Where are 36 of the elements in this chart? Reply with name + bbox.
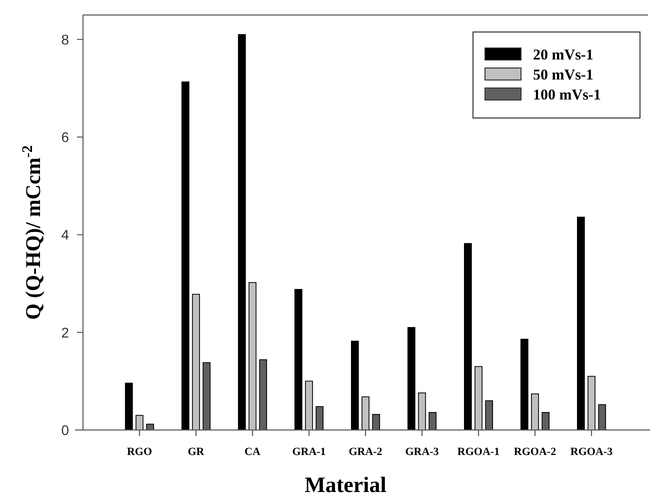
bar xyxy=(124,382,133,430)
bar xyxy=(136,414,144,430)
bar xyxy=(576,216,585,430)
x-tick-label: RGOA-3 xyxy=(570,446,614,458)
bar xyxy=(418,392,426,430)
bar xyxy=(238,34,246,430)
bar xyxy=(181,81,190,430)
x-tick-label: GRA-2 xyxy=(348,446,383,458)
bar xyxy=(248,282,256,430)
bar xyxy=(531,393,539,430)
x-axis-title: Material xyxy=(304,472,386,496)
x-tick-label: RGO xyxy=(126,446,152,458)
bar xyxy=(407,327,416,430)
x-tick-label: RGOA-1 xyxy=(457,446,500,458)
y-tick-label: 6 xyxy=(61,128,70,145)
bar xyxy=(464,243,472,430)
x-tick-label: GR xyxy=(188,446,206,458)
y-tick-label: 0 xyxy=(61,422,70,438)
y-tick-label: 8 xyxy=(61,31,70,48)
legend-label: 50 mVs-1 xyxy=(533,67,594,84)
x-tick-label: GRA-1 xyxy=(292,446,326,458)
bar xyxy=(192,294,200,430)
legend-label: 20 mVs-1 xyxy=(533,47,594,64)
bar xyxy=(362,396,370,430)
y-tick-label: 2 xyxy=(61,324,70,340)
bar xyxy=(294,288,302,430)
x-tick-label: GRA-3 xyxy=(405,446,440,458)
x-tick-label: RGOA-2 xyxy=(514,446,557,458)
bar xyxy=(474,366,482,430)
bar xyxy=(305,380,313,430)
y-tick-label: 4 xyxy=(61,226,70,243)
bar xyxy=(350,340,359,430)
x-tick-label: CA xyxy=(244,446,260,458)
bar xyxy=(588,376,596,430)
bar xyxy=(520,338,528,430)
legend-label: 100 mVs-1 xyxy=(533,87,601,104)
